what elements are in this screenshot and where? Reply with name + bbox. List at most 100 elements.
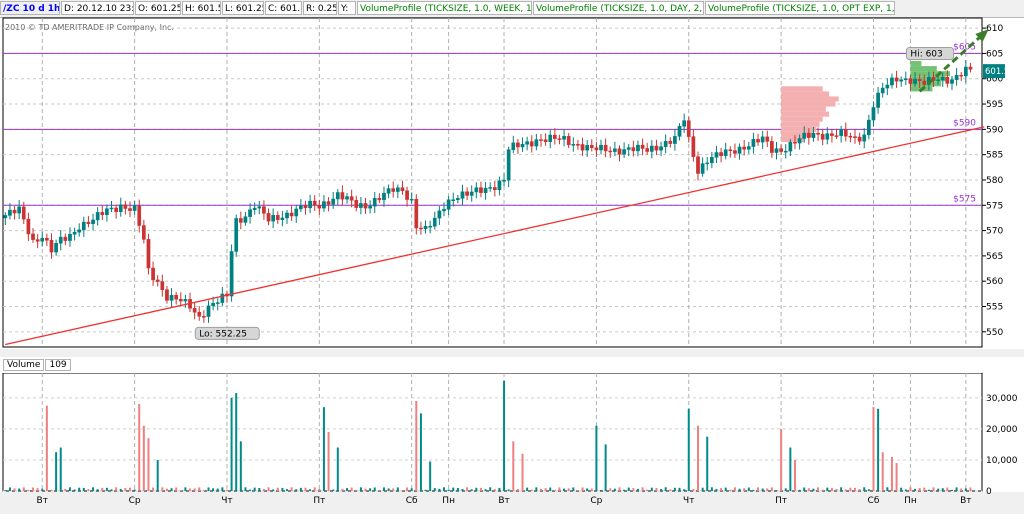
- candle-body: [146, 239, 151, 269]
- candle-body: [580, 144, 585, 151]
- candle-body: [839, 129, 844, 136]
- candle-body: [793, 142, 797, 144]
- candle-body: [451, 199, 456, 201]
- candle-body: [446, 199, 451, 210]
- candle-body: [853, 136, 857, 138]
- trendline: [5, 126, 985, 346]
- time-tick-label: Пн: [904, 496, 917, 506]
- candle-body: [571, 144, 576, 146]
- candle-body: [516, 142, 520, 148]
- candle-body: [626, 147, 631, 150]
- candle-body: [649, 145, 654, 152]
- candle-body: [876, 92, 880, 108]
- candle-body: [539, 139, 543, 141]
- price-level-label: $605: [953, 42, 976, 52]
- range-readout: R: 0.25: [303, 1, 337, 15]
- candle-body: [271, 215, 275, 222]
- candle-body: [562, 136, 566, 140]
- symbol-label[interactable]: /ZC 10 d 1h: [0, 1, 60, 15]
- volume-profile-optexp-study[interactable]: VolumeProfile (TICKSIZE, 1.0, OPT EXP, 1…: [705, 1, 895, 15]
- candle-body: [950, 79, 954, 84]
- candle-body: [640, 144, 645, 149]
- volume-profile-week-bar: [781, 106, 826, 112]
- time-tick-label: Чт: [221, 496, 232, 506]
- candle-body: [576, 144, 580, 146]
- candle-body: [359, 203, 363, 208]
- candle-body: [81, 221, 86, 231]
- candle-body: [77, 229, 82, 233]
- candle-body: [299, 205, 303, 210]
- candle-body: [192, 308, 197, 313]
- candle-body: [945, 77, 950, 84]
- candle-body: [409, 198, 414, 201]
- panel-splitter: [0, 349, 1024, 357]
- candle-body: [506, 149, 511, 181]
- candle-body: [220, 293, 225, 303]
- candle-body: [109, 207, 114, 210]
- candle-body: [654, 145, 659, 151]
- candle-body: [262, 206, 266, 214]
- candle-body: [497, 180, 502, 191]
- candle-body: [377, 198, 382, 201]
- candle-body: [17, 206, 22, 214]
- price-tick-label: 605: [986, 49, 1003, 59]
- candle-body: [940, 77, 945, 81]
- volume-profile-week-bar: [781, 116, 823, 122]
- volume-profile-week-bar: [781, 121, 820, 127]
- candle-body: [354, 200, 359, 208]
- candle-body: [857, 136, 862, 142]
- candle-body: [442, 209, 446, 212]
- candle-body: [405, 190, 409, 200]
- candle-body: [691, 136, 696, 157]
- candle-body: [834, 135, 839, 137]
- candle-body: [151, 267, 155, 281]
- candle-body: [326, 201, 331, 205]
- candle-body: [368, 205, 372, 209]
- candle-body: [867, 119, 871, 136]
- price-tick-label: 560: [986, 277, 1003, 287]
- price-tick-label: 595: [986, 100, 1003, 110]
- price-level-label: $575: [953, 194, 976, 204]
- candle-body: [613, 148, 617, 152]
- candle-body: [631, 147, 636, 152]
- copyright-text: 2010 © TD AMERITRADE IP Company, Inc.: [5, 23, 174, 32]
- volume-profile-week-bar: [781, 86, 823, 92]
- candle-body: [599, 144, 603, 151]
- candle-body: [45, 237, 49, 241]
- candle-body: [908, 78, 913, 84]
- candle-body: [760, 136, 765, 143]
- candle-body: [548, 134, 553, 142]
- candle-body: [465, 191, 469, 196]
- candle-body: [968, 66, 973, 70]
- candle-body: [608, 150, 613, 153]
- candle-body: [165, 289, 169, 301]
- candle-body: [215, 302, 220, 304]
- candle-body: [137, 205, 142, 226]
- candle-body: [317, 205, 322, 209]
- candle-body: [414, 198, 419, 229]
- candle-body: [959, 74, 964, 77]
- candle-body: [118, 204, 123, 212]
- candle-body: [178, 298, 183, 302]
- volume-value: 109: [45, 359, 71, 371]
- candle-body: [266, 213, 271, 222]
- volume-profile-week-bar: [781, 91, 830, 97]
- volume-profile-week-study[interactable]: VolumeProfile (TICKSIZE, 1.0, WEEK, 1, N…: [357, 1, 532, 15]
- candle-body: [806, 132, 811, 138]
- candle-body: [862, 134, 867, 142]
- candle-body: [636, 144, 640, 152]
- candle-body: [197, 311, 202, 317]
- annotation-box: [905, 47, 955, 61]
- candle-body: [114, 207, 118, 212]
- candle-body: [437, 210, 442, 219]
- time-tick-label: Сб: [868, 496, 880, 506]
- candle-body: [802, 132, 807, 139]
- candle-body: [686, 120, 691, 137]
- time-tick-label: Ср: [129, 496, 141, 506]
- volume-tick-label: 10,000: [986, 456, 1018, 466]
- candle-body: [335, 192, 340, 200]
- candle-body: [848, 135, 853, 138]
- candle-body: [95, 212, 100, 221]
- volume-profile-day-study[interactable]: VolumeProfile (TICKSIZE, 1.0, DAY, 2, No…: [533, 1, 704, 15]
